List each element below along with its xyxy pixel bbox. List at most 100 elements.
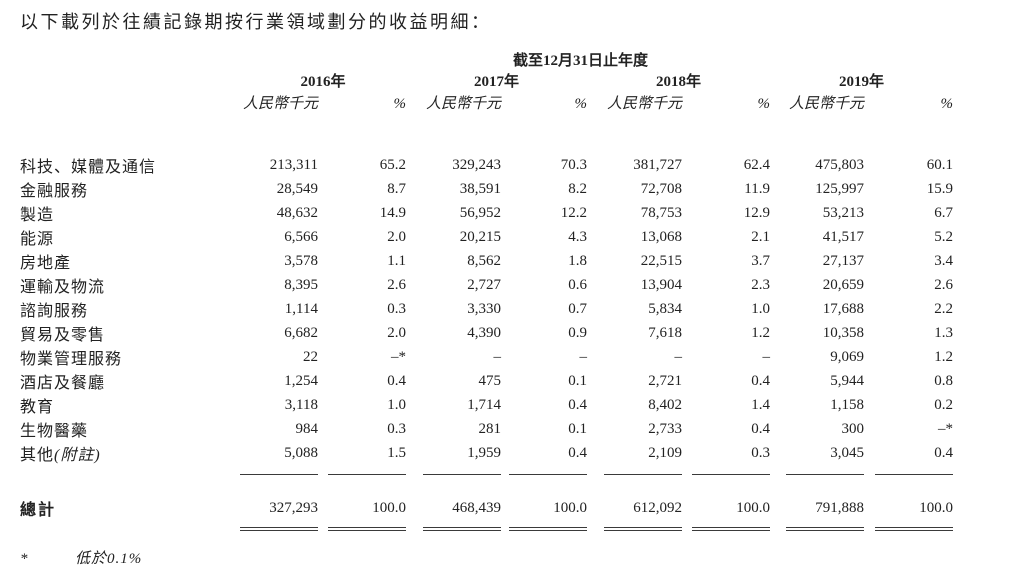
value-cell: 2.6 — [934, 276, 954, 293]
value-cell: 0.4 — [568, 444, 587, 461]
value-cell: 1,158 — [830, 396, 864, 413]
value-cell: 0.9 — [568, 324, 587, 341]
industry-label: 酒店及餐廳 — [20, 369, 240, 393]
table-row: 貿易及零售 6,682 2.0 4,390 0.9 7,618 1.2 10,3… — [20, 321, 953, 345]
value-cell: 0.3 — [387, 420, 406, 437]
amount-unit-header: 人民幣千元 — [606, 96, 682, 112]
value-cell: – — [579, 348, 588, 365]
year-2017-header: 2017年 — [473, 74, 519, 90]
double-rule-line — [786, 527, 864, 531]
value-cell: –* — [391, 348, 406, 365]
value-cell: 300 — [841, 420, 865, 437]
table-row: 教育 3,118 1.0 1,714 0.4 8,402 1.4 1,158 0… — [20, 393, 953, 417]
total-value-cell: 100.0 — [736, 499, 770, 516]
value-cell: 1.1 — [387, 252, 406, 269]
value-cell: 984 — [295, 420, 319, 437]
value-cell: 5,088 — [284, 444, 318, 461]
value-cell: 2.6 — [387, 276, 406, 293]
rule-line — [604, 474, 682, 475]
industry-label-text: 能源 — [20, 231, 55, 248]
value-cell: 1,114 — [284, 300, 318, 317]
value-cell: 329,243 — [452, 156, 501, 173]
industry-label-text: 運輸及物流 — [20, 279, 106, 296]
value-cell: 0.3 — [751, 444, 770, 461]
year-2016-header: 2016年 — [300, 74, 346, 90]
value-cell: 17,688 — [822, 300, 864, 317]
value-cell: 1.5 — [387, 444, 406, 461]
value-cell: 3.7 — [751, 252, 770, 269]
value-cell: 6.7 — [934, 204, 954, 221]
value-cell: 0.4 — [568, 396, 587, 413]
value-cell: 1.4 — [751, 396, 770, 413]
value-cell: 0.1 — [568, 420, 587, 437]
double-rule-line — [240, 527, 318, 531]
value-cell: 2,733 — [648, 420, 682, 437]
value-cell: 1.8 — [568, 252, 587, 269]
units-header-row: 人民幣千元 % 人民幣千元 % 人民幣千元 % 人民幣千元 % — [20, 91, 953, 115]
value-cell: 20,659 — [822, 276, 864, 293]
rule-line — [240, 474, 318, 475]
industry-label-text: 金融服務 — [20, 183, 89, 200]
double-rule-line — [509, 527, 587, 531]
value-cell: – — [674, 348, 683, 365]
total-double-rule-row — [20, 521, 954, 531]
table-body: 科技、媒體及通信 213,311 65.2 329,243 70.3 381,7… — [20, 153, 953, 465]
value-cell: 0.7 — [568, 300, 587, 317]
value-cell: 14.9 — [379, 204, 406, 221]
total-row: 總計 327,293 100.0 468,439 100.0 612,092 1… — [20, 495, 953, 521]
year-2018-header: 2018年 — [655, 74, 701, 90]
footnote-text: 低於0.1% — [75, 551, 143, 567]
value-cell: 125,997 — [815, 180, 864, 197]
rule-line — [509, 474, 587, 475]
total-value-cell: 100.0 — [372, 499, 406, 516]
value-cell: 8,402 — [648, 396, 682, 413]
industry-label: 其他(附註) — [20, 441, 240, 465]
value-cell: 1,254 — [284, 372, 318, 389]
amount-unit-header: 人民幣千元 — [242, 96, 318, 112]
total-value-cell: 791,888 — [815, 499, 864, 516]
subtotal-rule-row — [20, 465, 954, 475]
value-cell: 3,578 — [284, 252, 318, 269]
industry-label: 教育 — [20, 393, 240, 417]
table-row: 房地產 3,578 1.1 8,562 1.8 22,515 3.7 27,13… — [20, 249, 953, 273]
value-cell: 0.3 — [387, 300, 406, 317]
value-cell: 0.4 — [751, 372, 770, 389]
value-cell: 56,952 — [459, 204, 501, 221]
value-cell: 2.1 — [751, 228, 770, 245]
empty-cell — [20, 521, 240, 531]
amount-unit-header: 人民幣千元 — [788, 96, 864, 112]
value-cell: 2.0 — [387, 228, 406, 245]
double-rule-line — [875, 527, 954, 531]
value-cell: 72,708 — [640, 180, 682, 197]
percent-header: % — [574, 96, 588, 112]
percent-header: % — [393, 96, 407, 112]
percent-header: % — [940, 96, 954, 112]
value-cell: 3,045 — [830, 444, 864, 461]
value-cell: 0.4 — [387, 372, 406, 389]
double-rule-line — [692, 527, 770, 531]
value-cell: 27,137 — [822, 252, 864, 269]
table-row: 製造 48,632 14.9 56,952 12.2 78,753 12.9 5… — [20, 201, 953, 225]
value-cell: 3.4 — [934, 252, 954, 269]
value-cell: 12.2 — [560, 204, 587, 221]
value-cell: 2,109 — [648, 444, 682, 461]
value-cell: 4,390 — [467, 324, 501, 341]
footnote-marker: * — [20, 551, 28, 567]
value-cell: 28,549 — [276, 180, 318, 197]
value-cell: 12.9 — [743, 204, 770, 221]
value-cell: 5,944 — [830, 372, 864, 389]
value-cell: 15.9 — [926, 180, 954, 197]
industry-label-text: 酒店及餐廳 — [20, 375, 106, 392]
value-cell: 213,311 — [269, 156, 318, 173]
industry-label: 金融服務 — [20, 177, 240, 201]
value-cell: –* — [938, 420, 954, 437]
value-cell: 62.4 — [743, 156, 770, 173]
table-row: 諮詢服務 1,114 0.3 3,330 0.7 5,834 1.0 17,68… — [20, 297, 953, 321]
empty-cell — [20, 465, 240, 475]
percent-header: % — [757, 96, 771, 112]
footnote: * 低於0.1% — [20, 547, 1013, 568]
value-cell: 3,330 — [467, 300, 501, 317]
table-row: 物業管理服務 22 –* – – – – 9,069 1.2 — [20, 345, 953, 369]
value-cell: 0.1 — [568, 372, 587, 389]
header-spacer — [20, 115, 953, 153]
